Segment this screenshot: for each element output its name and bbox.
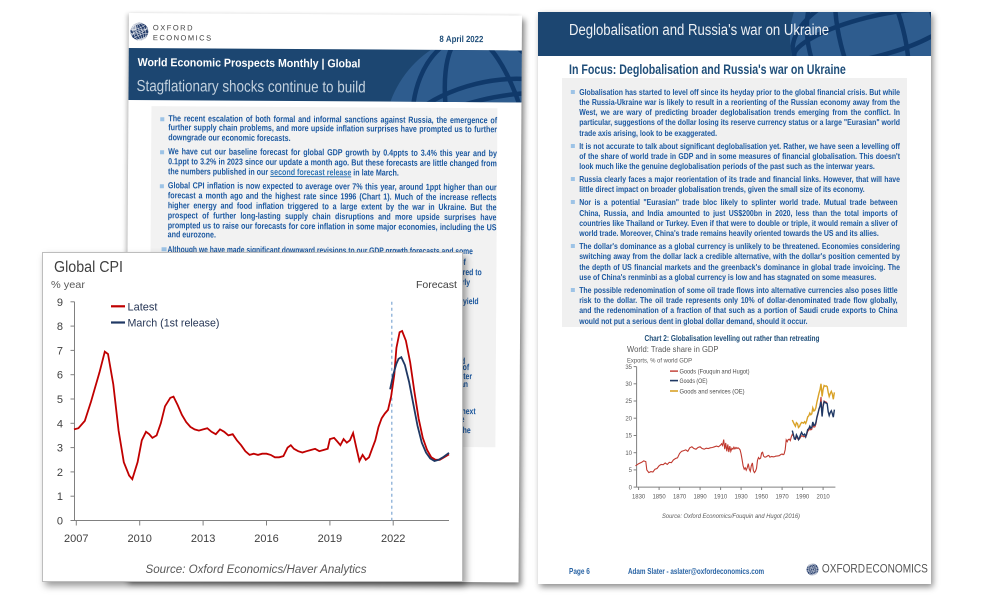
svg-text:1990: 1990 bbox=[796, 495, 810, 501]
svg-text:25: 25 bbox=[625, 399, 632, 405]
svg-text:30: 30 bbox=[625, 382, 632, 388]
svg-text:2007: 2007 bbox=[64, 533, 88, 545]
svg-text:Goods (OE): Goods (OE) bbox=[680, 378, 708, 385]
svg-text:4: 4 bbox=[57, 418, 63, 430]
svg-text:0: 0 bbox=[629, 485, 633, 491]
svg-text:1850: 1850 bbox=[652, 495, 666, 501]
svg-text:March (1st release): March (1st release) bbox=[128, 318, 220, 330]
svg-text:1930: 1930 bbox=[734, 495, 748, 501]
svg-text:2016: 2016 bbox=[254, 533, 278, 545]
svg-text:15: 15 bbox=[625, 434, 632, 440]
svg-text:OXFORD ECONOMICS: OXFORD ECONOMICS bbox=[822, 562, 928, 576]
svg-text:10: 10 bbox=[625, 451, 632, 457]
svg-text:Source: Oxford Economics/Fouqu: Source: Oxford Economics/Fouquin and Hug… bbox=[662, 513, 800, 520]
svg-text:2: 2 bbox=[57, 467, 63, 479]
svg-text:5: 5 bbox=[57, 394, 63, 406]
svg-text:1870: 1870 bbox=[673, 495, 687, 501]
svg-text:Goods (Fouquin and Hugot): Goods (Fouquin and Hugot) bbox=[680, 368, 750, 375]
svg-text:20: 20 bbox=[625, 416, 632, 422]
svg-text:1830: 1830 bbox=[632, 495, 646, 501]
svg-text:2019: 2019 bbox=[318, 533, 342, 545]
svg-text:1970: 1970 bbox=[775, 495, 789, 501]
svg-text:2013: 2013 bbox=[191, 533, 215, 545]
svg-text:Latest: Latest bbox=[128, 301, 158, 313]
svg-text:Exports, % of world GDP: Exports, % of world GDP bbox=[627, 359, 692, 365]
svg-text:1950: 1950 bbox=[755, 495, 769, 501]
svg-text:Global CPI: Global CPI bbox=[54, 259, 123, 276]
svg-text:1: 1 bbox=[57, 491, 63, 503]
svg-text:1910: 1910 bbox=[714, 495, 728, 501]
svg-text:5: 5 bbox=[629, 468, 633, 474]
svg-text:% year: % year bbox=[51, 279, 86, 291]
svg-text:1890: 1890 bbox=[693, 495, 707, 501]
svg-text:World: Trade share in GDP: World: Trade share in GDP bbox=[627, 345, 719, 354]
svg-text:6: 6 bbox=[57, 370, 63, 382]
svg-text:Forecast: Forecast bbox=[416, 279, 457, 291]
svg-text:8: 8 bbox=[57, 321, 63, 333]
svg-text:Goods and services (OE): Goods and services (OE) bbox=[680, 388, 745, 395]
svg-text:Chart 2: Globalisation levelli: Chart 2: Globalisation levelling out rat… bbox=[645, 333, 820, 343]
svg-text:0: 0 bbox=[57, 516, 63, 528]
svg-text:9: 9 bbox=[57, 297, 63, 309]
svg-text:Source: Oxford Economics/Haver: Source: Oxford Economics/Haver Analytics bbox=[146, 564, 367, 576]
svg-text:2010: 2010 bbox=[127, 533, 151, 545]
svg-text:35: 35 bbox=[625, 365, 632, 371]
svg-text:3: 3 bbox=[57, 443, 63, 455]
svg-text:2010: 2010 bbox=[816, 495, 830, 501]
svg-text:2022: 2022 bbox=[381, 533, 405, 545]
svg-text:7: 7 bbox=[57, 345, 63, 357]
